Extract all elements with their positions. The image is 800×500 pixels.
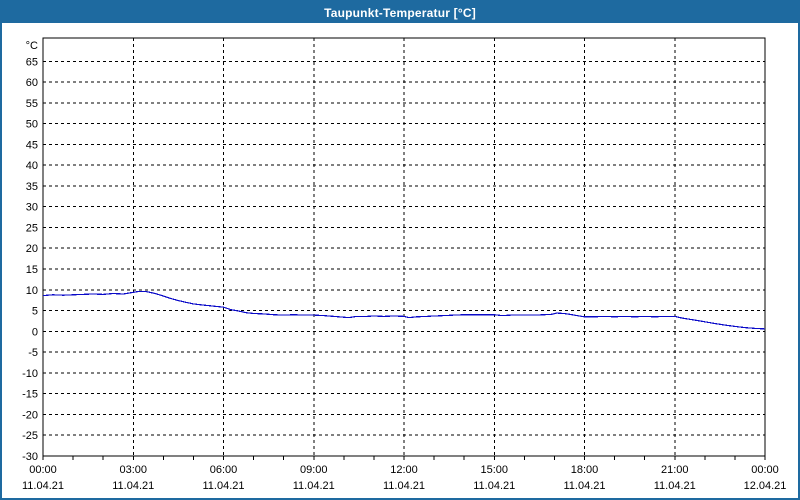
y-axis-label: -20: [22, 409, 38, 421]
y-axis-label: 65: [26, 56, 38, 68]
chart-title: Taupunkt-Temperatur [°C]: [2, 2, 798, 23]
y-axis-label: 5: [32, 306, 38, 318]
y-axis-label: -5: [28, 347, 38, 359]
y-axis-unit-label: °C: [26, 40, 38, 52]
y-axis-label: 0: [32, 326, 38, 338]
x-axis-date-label: 11.04.21: [112, 480, 154, 492]
y-axis-label: 60: [26, 77, 38, 89]
y-axis-label: 20: [26, 243, 38, 255]
x-axis-time-label: 18:00: [571, 464, 599, 476]
y-axis-label: -15: [22, 389, 38, 401]
y-axis-label: 15: [26, 264, 38, 276]
x-axis-time-label: 06:00: [210, 464, 238, 476]
y-axis-label: 10: [26, 285, 38, 297]
x-axis-date-label: 11.04.21: [22, 480, 64, 492]
y-axis-label: 50: [26, 119, 38, 131]
data-line-taupunkt-temperatur: [42, 290, 766, 330]
y-axis-label: 45: [26, 139, 38, 151]
x-axis-date-label: 11.04.21: [473, 480, 515, 492]
y-axis-label: 55: [26, 98, 38, 110]
x-axis-date-label: 11.04.21: [202, 480, 244, 492]
y-axis-label: 35: [26, 181, 38, 193]
x-axis-time-label: 00:00: [751, 464, 779, 476]
y-axis-label: -30: [22, 451, 38, 463]
x-axis-time-label: 15:00: [480, 464, 508, 476]
x-axis-time-label: 21:00: [661, 464, 689, 476]
x-axis-date-label: 12.04.21: [744, 480, 787, 492]
y-axis-label: 40: [26, 160, 38, 172]
dewpoint-line-chart: °C65605550454035302520151050-5-10-15-20-…: [22, 37, 787, 492]
x-axis-time-label: 09:00: [300, 464, 328, 476]
x-axis-time-label: 03:00: [119, 464, 147, 476]
x-axis-time-label: 12:00: [390, 464, 418, 476]
y-axis-label: 25: [26, 222, 38, 234]
x-axis-date-label: 11.04.21: [293, 480, 335, 492]
y-axis-label: 30: [26, 202, 38, 214]
x-axis-date-label: 11.04.21: [563, 480, 605, 492]
y-axis-label: -25: [22, 430, 38, 442]
x-axis-date-label: 11.04.21: [654, 480, 696, 492]
y-axis-label: -10: [22, 368, 38, 380]
x-axis-date-label: 11.04.21: [383, 480, 425, 492]
x-axis-time-label: 00:00: [29, 464, 57, 476]
chart-area: °C 65 60 55 50 45 40 35 30 25 20 15 10 5 0 -5 -10 -15 -20-…: [2, 23, 798, 498]
